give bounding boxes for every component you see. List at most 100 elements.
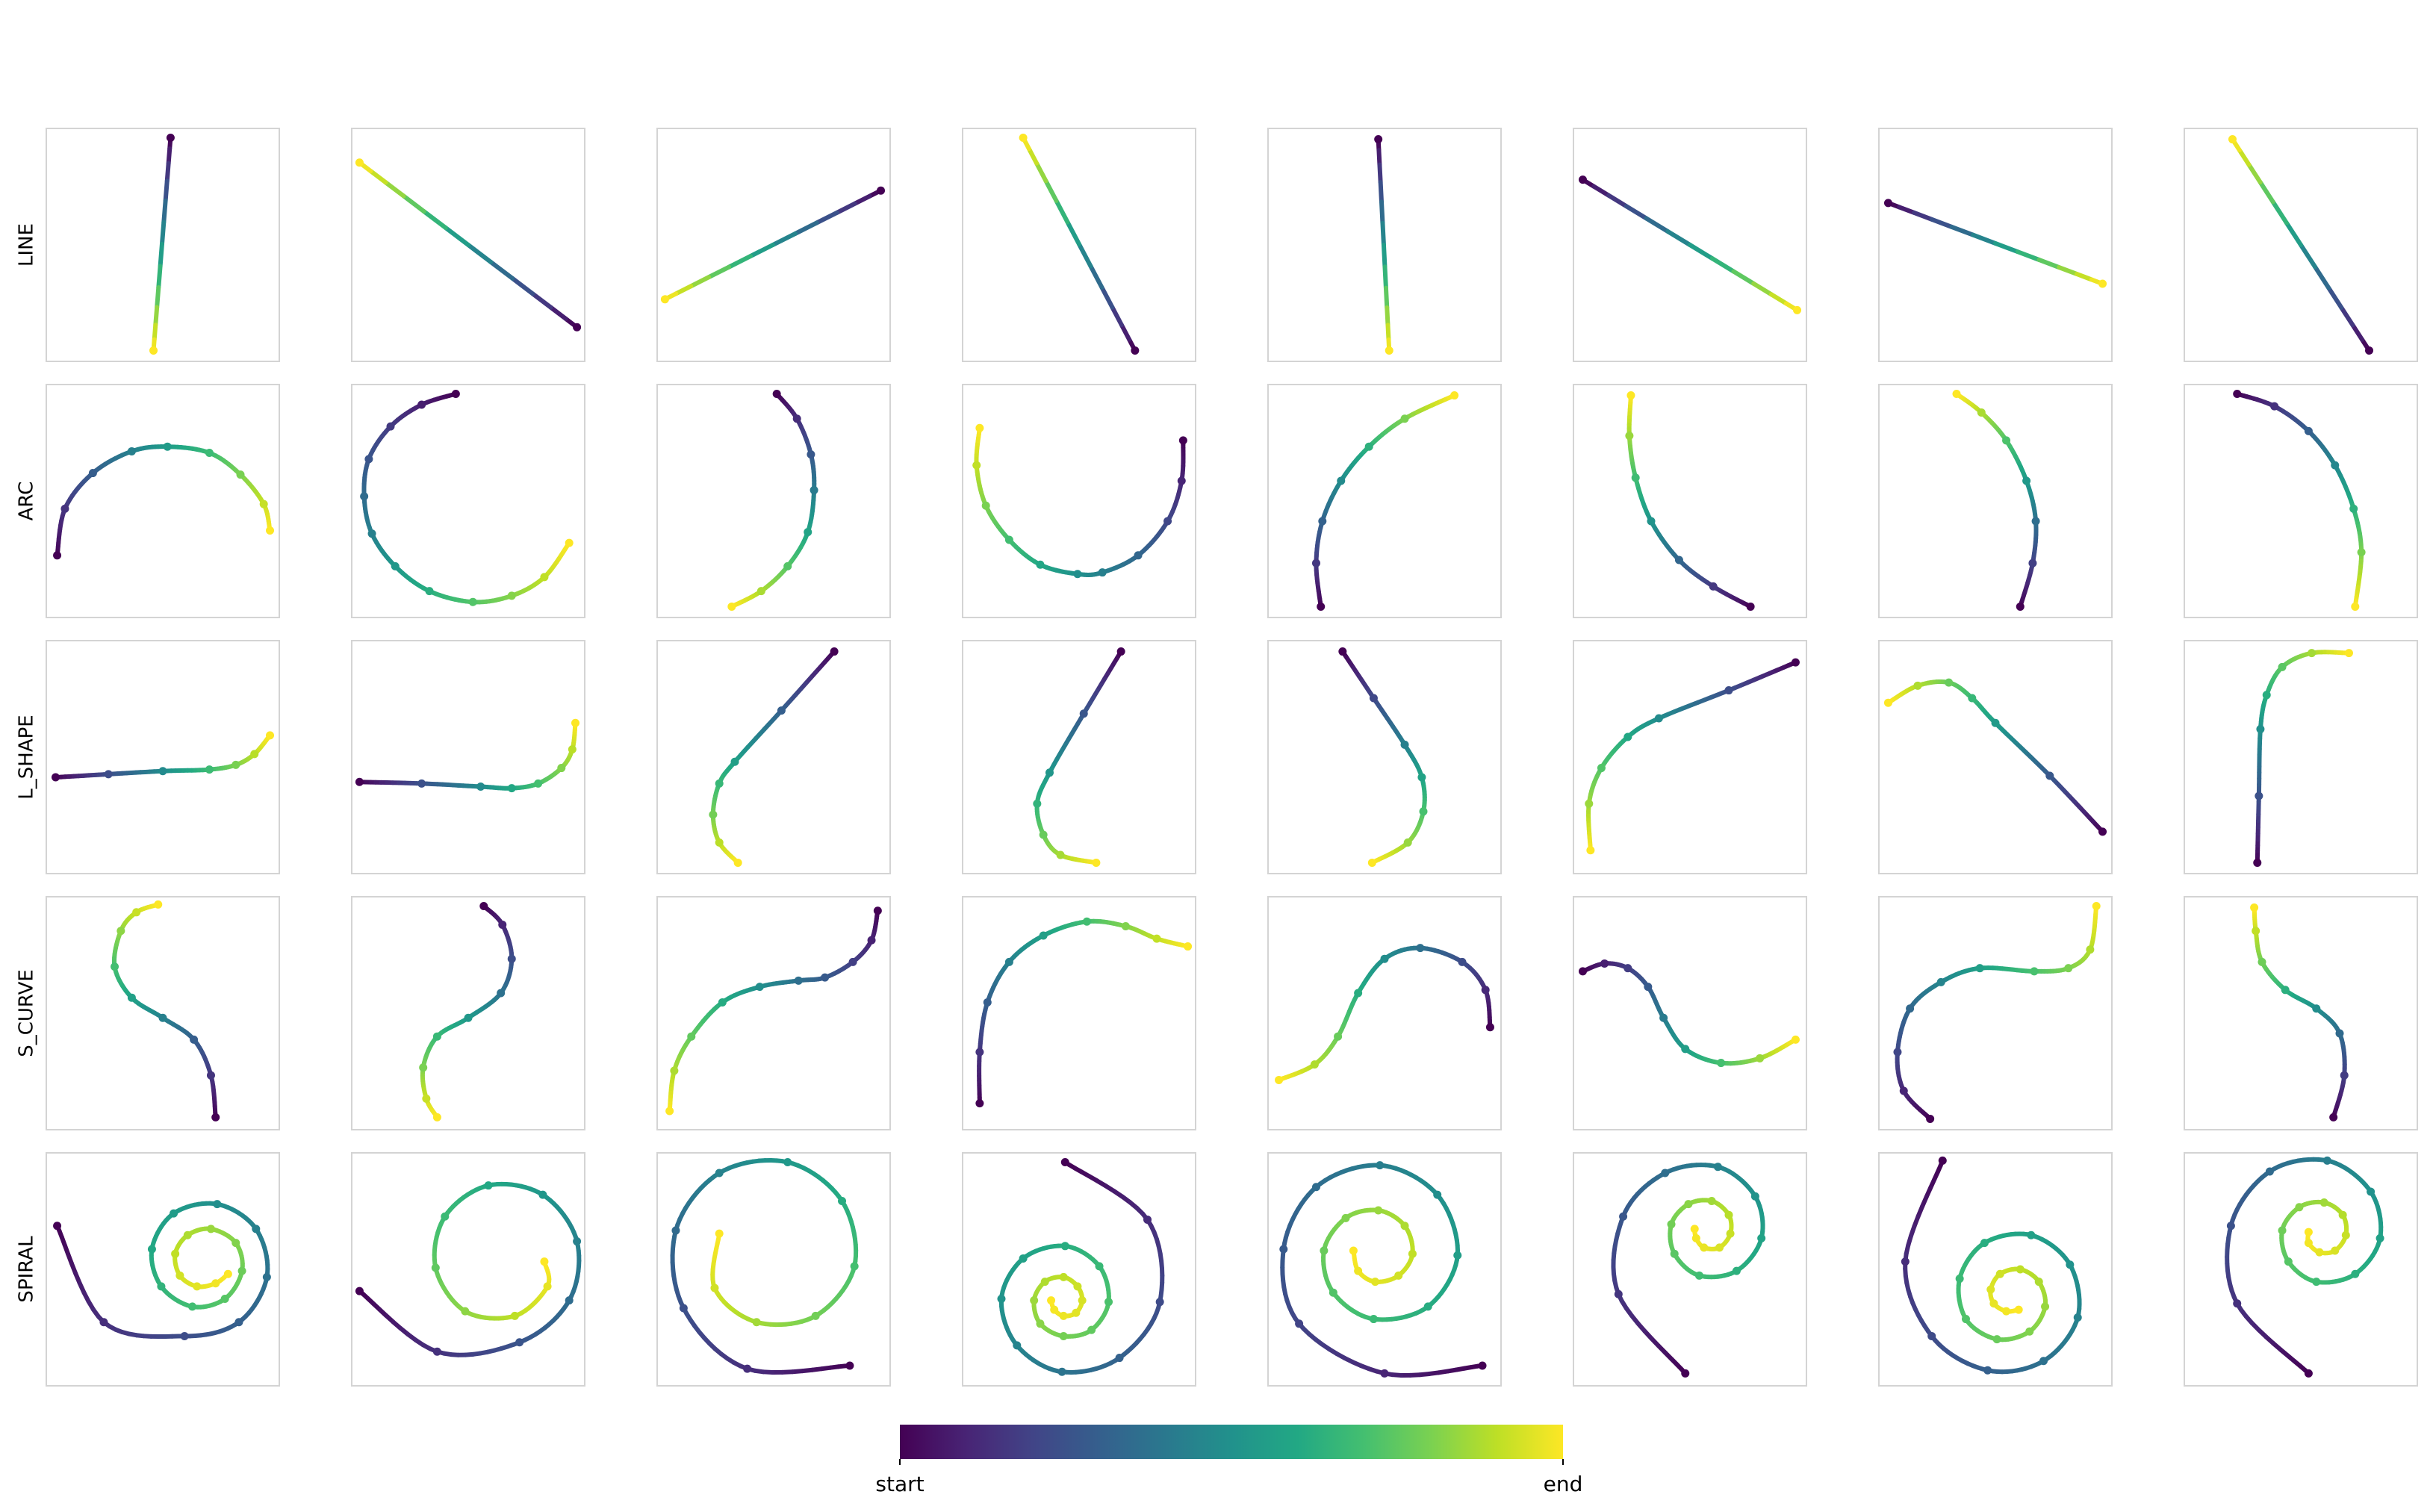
curve-point (2338, 1210, 2347, 1219)
curve-point (718, 998, 727, 1007)
curve-point (565, 1296, 574, 1305)
curve-point (807, 450, 815, 459)
curve-point (568, 745, 577, 754)
curve-point (355, 1287, 364, 1295)
curve-point (484, 1181, 493, 1190)
curve-point (783, 561, 792, 570)
curve-point (540, 573, 549, 582)
curve-segment (466, 243, 494, 264)
curve-point (845, 1361, 854, 1370)
curve-point (1155, 1298, 1164, 1307)
curve-point (1791, 1035, 1800, 1044)
curve-point (1690, 1225, 1699, 1233)
curve-point (1374, 135, 1383, 144)
curve-point (1177, 476, 1186, 485)
curve-point (1354, 1266, 1363, 1275)
curve-point (1883, 698, 1892, 707)
curve-point (1626, 391, 1635, 400)
curve-point (154, 900, 163, 909)
curve-point (1057, 1367, 1066, 1376)
curve-point (1667, 1220, 1676, 1229)
curve-point (2331, 461, 2340, 470)
curve-point (53, 551, 62, 560)
curve-segment (1912, 210, 1934, 222)
curve-point (1726, 1229, 1735, 1238)
curve-point (1927, 1331, 1936, 1340)
curve-point (51, 773, 60, 782)
curve-point (53, 1222, 62, 1231)
curve-point (1453, 1251, 1462, 1260)
curve-point (2066, 1260, 2075, 1269)
curve-point (1955, 1274, 1964, 1283)
curve-point (1033, 799, 1042, 808)
curve-point (1707, 1196, 1716, 1205)
curve-point (1417, 773, 1426, 782)
curve-point (1756, 1054, 1765, 1063)
panel-frame (351, 1152, 585, 1387)
curve-point (220, 1295, 229, 1304)
curve-point (1367, 858, 1376, 867)
curve-point (1337, 476, 1346, 485)
panel-frame (351, 128, 585, 362)
row-label: SPIRAL (16, 1236, 38, 1303)
curve-point (2002, 1307, 2011, 1316)
curve-segment (2312, 264, 2331, 290)
curve-point (2304, 1239, 2313, 1248)
curve-point (432, 1113, 441, 1121)
curve-point (975, 1048, 984, 1057)
curve-point (1975, 964, 1984, 973)
curve-segment (706, 264, 732, 280)
curve-point (2357, 548, 2366, 557)
curve-segment (748, 243, 775, 259)
panel-frame (962, 384, 1196, 618)
curve-point (1394, 1271, 1403, 1280)
curve-point (1369, 694, 1378, 703)
curve-point (2027, 1231, 2036, 1239)
curve-point (1045, 768, 1054, 777)
curve-point (1019, 133, 1028, 142)
curve-point (422, 1094, 431, 1103)
panel-frame (46, 1152, 280, 1387)
curve-point (710, 1284, 719, 1292)
curve-point (1968, 694, 1977, 703)
curve-point (166, 133, 175, 142)
curve-point (1060, 1157, 1069, 1166)
curve-segment (1034, 161, 1048, 184)
curve-point (2278, 1226, 2287, 1235)
panel-frame (2184, 896, 2418, 1130)
curve-point (2002, 436, 2011, 445)
curve-point (1310, 1060, 1319, 1069)
curve-point (1654, 714, 1663, 723)
curve-point (783, 1157, 792, 1166)
curve-point (1385, 346, 1393, 355)
curve-point (355, 777, 364, 786)
curve-segment (1731, 269, 1756, 286)
curve-segment (1026, 146, 1040, 166)
curve-point (1400, 740, 1409, 749)
curve-point (468, 597, 477, 606)
curve-segment (1043, 178, 1059, 203)
curve-segment (383, 180, 406, 199)
curve-point (432, 1032, 441, 1041)
curve-segment (1088, 264, 1104, 290)
panel-frame (1573, 384, 1807, 618)
curve-point (1004, 957, 1013, 966)
curve-point (1893, 1048, 1902, 1057)
curve-point (756, 587, 765, 596)
curve-point (1913, 681, 1922, 690)
curve-segment (421, 209, 448, 231)
curve-point (557, 764, 566, 773)
row-label: L_SHAPE (16, 715, 38, 799)
curve-point (425, 587, 434, 596)
curve-point (386, 422, 395, 431)
curve-segment (159, 220, 167, 246)
curve-segment (155, 285, 161, 310)
curve-point (1040, 1278, 1049, 1287)
curve-segment (368, 169, 388, 185)
curve-point (1983, 1366, 1992, 1375)
panel-frame (656, 128, 891, 362)
curve-point (804, 528, 812, 537)
curve-point (1681, 1045, 1690, 1054)
curve-point (777, 706, 786, 715)
curve-point (507, 784, 516, 793)
